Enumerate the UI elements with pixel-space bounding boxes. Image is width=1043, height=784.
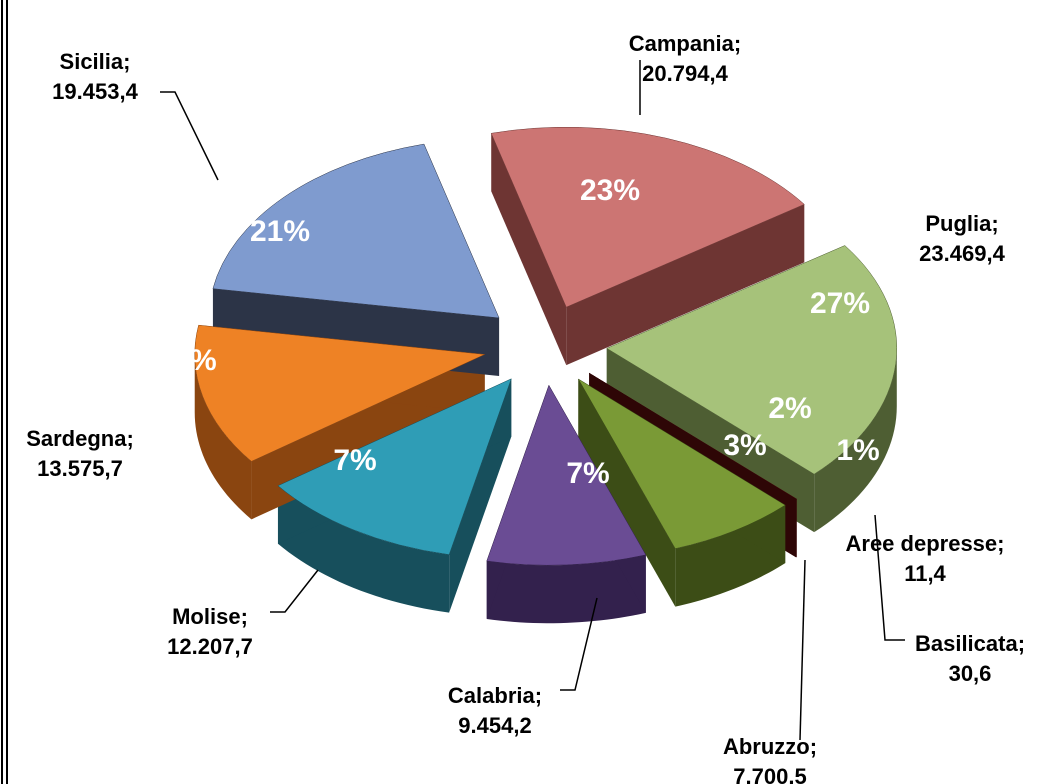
data-label: Basilicata; — [915, 631, 1025, 656]
category-name: Sicilia — [60, 49, 124, 74]
value-label: 9.454,2 — [458, 713, 531, 738]
separator: ; — [1018, 631, 1025, 656]
leader-line — [560, 597, 598, 691]
slice-side — [814, 348, 897, 533]
value-label: 20.794,4 — [642, 61, 728, 86]
value-label: 19.453,4 — [52, 79, 138, 104]
separator: ; — [126, 426, 133, 451]
separator: ; — [810, 734, 817, 759]
slice — [589, 373, 797, 500]
data-label: Aree depresse; — [846, 531, 1005, 556]
separator: ; — [123, 49, 130, 74]
category-name: Puglia — [925, 211, 992, 236]
data-label: Sardegna; — [26, 426, 134, 451]
separator: ; — [241, 604, 248, 629]
category-name: Molise — [172, 604, 240, 629]
slice-edge — [566, 204, 805, 366]
category-name: Campania — [629, 31, 735, 56]
slice — [490, 126, 805, 308]
leader-line — [270, 569, 319, 613]
separator: ; — [991, 211, 998, 236]
percent-label: 23% — [580, 174, 640, 207]
leader-line — [874, 514, 905, 641]
category-name: Abruzzo — [723, 734, 810, 759]
percent-label: 27% — [810, 287, 870, 320]
data-label: Sicilia; — [60, 49, 131, 74]
leader-line — [799, 559, 806, 741]
percent-label: 9% — [173, 344, 216, 377]
slice — [277, 378, 512, 555]
percent-label: 2% — [768, 392, 811, 425]
slice — [578, 378, 786, 549]
slice — [212, 143, 500, 319]
slice-edge — [491, 133, 567, 366]
slice — [606, 245, 898, 475]
leader-line — [160, 91, 219, 181]
value-label: 7.700,5 — [733, 764, 806, 784]
category-name: Aree depresse — [846, 531, 998, 556]
category-name: Calabria — [448, 683, 536, 708]
data-label: Abruzzo; — [723, 734, 817, 759]
value-label: 13.575,7 — [37, 456, 123, 481]
category-name: Basilicata — [915, 631, 1018, 656]
slice-side — [486, 554, 646, 624]
slice — [194, 324, 486, 462]
value-label: 30,6 — [949, 661, 992, 686]
slice-edge — [578, 378, 676, 607]
value-label: 12.207,7 — [167, 634, 253, 659]
value-label: 11,4 — [904, 561, 946, 586]
percent-label: 7% — [333, 444, 376, 477]
data-label: Molise; — [172, 604, 248, 629]
slice-side — [194, 354, 252, 520]
percent-label: 3% — [723, 429, 766, 462]
separator: ; — [997, 531, 1004, 556]
category-name: Sardegna — [26, 426, 127, 451]
percent-label: 21% — [250, 215, 310, 248]
separator: ; — [734, 31, 741, 56]
percent-label: 7% — [566, 457, 609, 490]
percent-label: 1% — [836, 434, 879, 467]
data-label: Campania; — [629, 31, 741, 56]
slice — [486, 384, 647, 566]
data-label: Puglia; — [925, 211, 998, 236]
separator: ; — [535, 683, 542, 708]
data-label: Calabria; — [448, 683, 542, 708]
value-label: 23.469,4 — [919, 241, 1005, 266]
